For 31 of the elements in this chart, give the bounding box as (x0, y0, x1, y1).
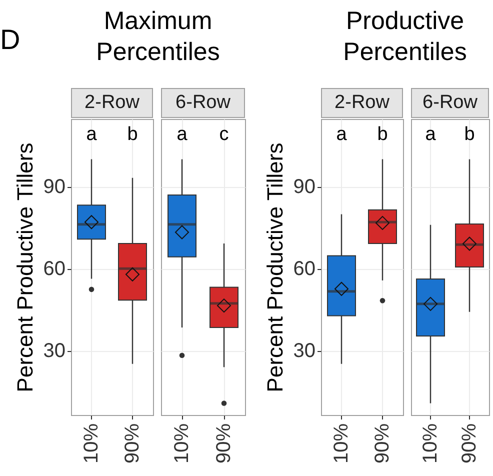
y-tick-label: 30 (293, 340, 316, 362)
text: D (0, 24, 20, 56)
x-tick-label: 90% (122, 423, 144, 464)
y-tick-label: 60 (43, 258, 66, 280)
chart-title: Productive Percentiles (342, 6, 468, 68)
annotation: a (86, 124, 98, 145)
annotation: c (219, 124, 229, 145)
x-tick-label: 90% (372, 423, 394, 464)
y-tick-label: 90 (293, 176, 316, 198)
chart-subtitle: 6-Row (161, 88, 245, 118)
y-tick-label: 90 (43, 176, 66, 198)
y-tick-label: 60 (293, 258, 316, 280)
annotation: b (377, 124, 388, 145)
chart-subtitle: 2-Row (321, 88, 403, 118)
x-tick-label: 90% (458, 423, 480, 464)
y-axis-title: Percent Productive Tillers (262, 142, 288, 392)
x-tick-label: 10% (171, 423, 193, 464)
annotation: b (127, 124, 138, 145)
chart-title: Maximum Percentiles (95, 6, 221, 68)
x-tick-label: 90% (213, 423, 235, 464)
y-axis-title: Percent Productive Tillers (12, 142, 38, 392)
annotation: a (176, 124, 188, 145)
annotation: a (425, 124, 436, 145)
x-tick-label: 10% (80, 423, 102, 464)
chart-subtitle: 6-Row (411, 88, 489, 118)
x-tick-label: 10% (330, 423, 352, 464)
annotation: a (336, 124, 348, 145)
y-tick-label: 30 (43, 340, 66, 362)
x-tick-label: 10% (420, 423, 442, 464)
chart-subtitle: 2-Row (71, 88, 153, 118)
annotation: b (464, 124, 475, 145)
